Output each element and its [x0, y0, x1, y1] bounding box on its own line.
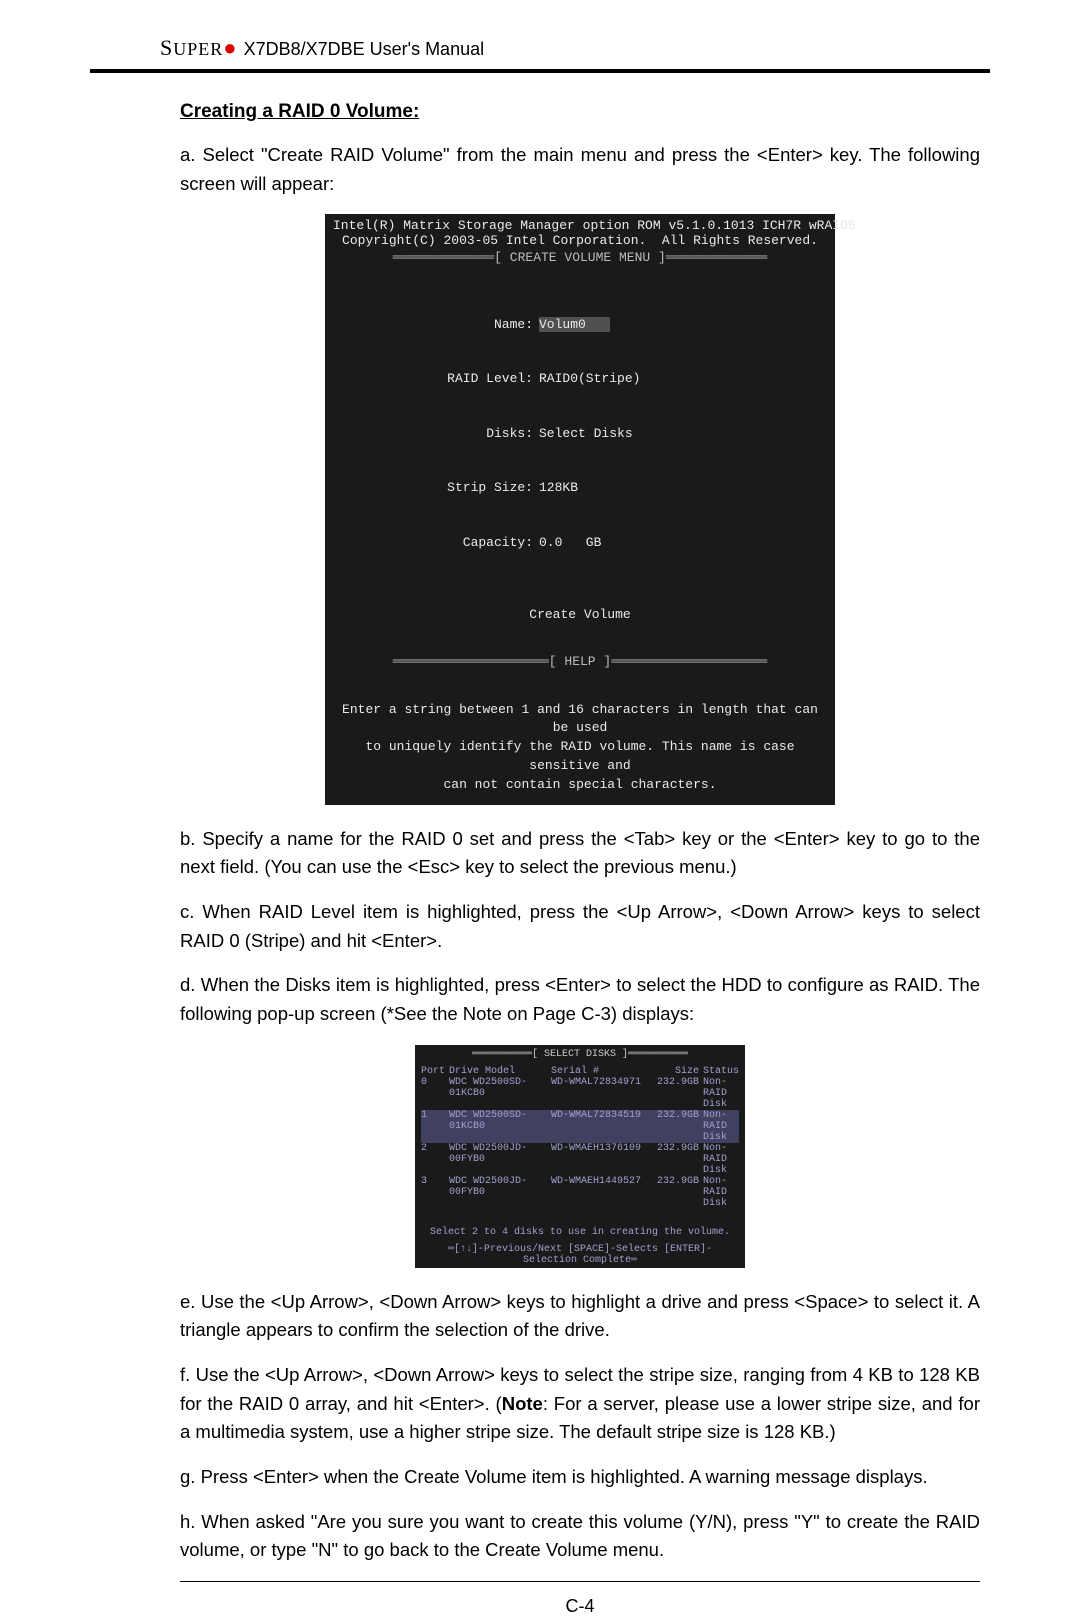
- term2-footer: ═[↑↓]-Previous/Next [SPACE]-Selects [ENT…: [421, 1244, 739, 1266]
- para-d: d. When the Disks item is highlighted, p…: [180, 971, 980, 1028]
- term1-divider1: ═════════════[ CREATE VOLUME MENU ]═════…: [333, 250, 827, 265]
- page: SUPER● X7DB8/X7DBE User's Manual Creatin…: [0, 0, 1080, 1397]
- term2-header-row: Port Drive Model Serial # Size Status: [421, 1066, 739, 1077]
- strip-value: 128KB: [539, 479, 578, 497]
- name-value[interactable]: Volum0: [539, 317, 610, 332]
- disk-rows: 0WDC WD2500SD-01KCB0WD-WMAL72834971232.9…: [421, 1077, 739, 1209]
- para-g: g. Press <Enter> when the Create Volume …: [180, 1463, 980, 1492]
- raid-value: RAID0(Stripe): [539, 370, 640, 388]
- term1-fields: Name:Volum0 RAID Level:RAID0(Stripe) Dis…: [333, 279, 827, 588]
- disk-row[interactable]: 3WDC WD2500JD-00FYB0WD-WMAEH1449527232.9…: [421, 1176, 739, 1209]
- term1-line1: Intel(R) Matrix Storage Manager option R…: [333, 218, 827, 233]
- para-h: h. When asked "Are you sure you want to …: [180, 1508, 980, 1565]
- create-volume-action[interactable]: Create Volume: [333, 607, 827, 622]
- para-f: f. Use the <Up Arrow>, <Down Arrow> keys…: [180, 1361, 980, 1447]
- disk-row[interactable]: 2WDC WD2500JD-00FYB0WD-WMAEH1376109232.9…: [421, 1143, 739, 1176]
- hdr-port: Port: [421, 1066, 449, 1077]
- name-label: Name:: [333, 316, 539, 334]
- disk-row[interactable]: 0WDC WD2500SD-01KCB0WD-WMAL72834971232.9…: [421, 1077, 739, 1110]
- cap-label: Capacity:: [333, 534, 539, 552]
- header-title: X7DB8/X7DBE User's Manual: [244, 39, 485, 60]
- page-number: C-4: [180, 1596, 980, 1617]
- terminal-create-volume: Intel(R) Matrix Storage Manager option R…: [325, 214, 835, 804]
- logo: SUPER●: [160, 35, 238, 61]
- term1-line2: Copyright(C) 2003-05 Intel Corporation. …: [333, 233, 827, 248]
- disk-row[interactable]: 1WDC WD2500SD-01KCB0WD-WMAL72834519232.9…: [421, 1110, 739, 1143]
- raid-label: RAID Level:: [333, 370, 539, 388]
- content: Creating a RAID 0 Volume: a. Select "Cre…: [90, 101, 990, 1617]
- footer-line: [180, 1581, 980, 1582]
- page-header: SUPER● X7DB8/X7DBE User's Manual: [90, 35, 990, 73]
- hdr-model: Drive Model: [449, 1066, 551, 1077]
- para-b: b. Specify a name for the RAID 0 set and…: [180, 825, 980, 882]
- para-e: e. Use the <Up Arrow>, <Down Arrow> keys…: [180, 1288, 980, 1345]
- hdr-status: Status: [703, 1066, 739, 1077]
- disks-label: Disks:: [333, 425, 539, 443]
- help-line2: to uniquely identify the RAID volume. Th…: [333, 738, 827, 776]
- term1-help: Enter a string between 1 and 16 characte…: [333, 701, 827, 795]
- disks-value: Select Disks: [539, 425, 633, 443]
- para-a: a. Select "Create RAID Volume" from the …: [180, 141, 980, 198]
- term2-hint: Select 2 to 4 disks to use in creating t…: [421, 1227, 739, 1238]
- terminal-select-disks: ══════════[ SELECT DISKS ]══════════ Por…: [415, 1045, 745, 1268]
- term2-divider: ══════════[ SELECT DISKS ]══════════: [421, 1049, 739, 1060]
- section-title: Creating a RAID 0 Volume:: [180, 101, 980, 123]
- hdr-serial: Serial #: [551, 1066, 651, 1077]
- para-c: c. When RAID Level item is highlighted, …: [180, 898, 980, 955]
- note-label: Note: [502, 1393, 543, 1414]
- help-line3: can not contain special characters.: [333, 776, 827, 795]
- strip-label: Strip Size:: [333, 479, 539, 497]
- hdr-size: Size: [651, 1066, 703, 1077]
- term1-divider2: ════════════════════[ HELP ]════════════…: [333, 654, 827, 669]
- help-line1: Enter a string between 1 and 16 characte…: [333, 701, 827, 739]
- cap-value: 0.0 GB: [539, 534, 601, 552]
